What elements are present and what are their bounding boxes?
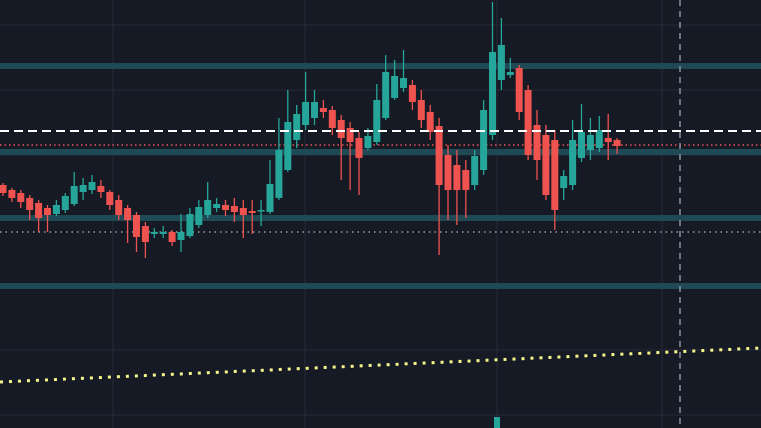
candle-body	[551, 140, 559, 210]
candle-body	[471, 156, 479, 185]
candle-body	[408, 85, 416, 102]
candle-body	[8, 190, 16, 198]
candle-body	[302, 102, 310, 125]
candle-body	[613, 140, 621, 146]
candle-body	[417, 100, 425, 120]
candle-body	[435, 126, 443, 185]
candle-body	[257, 210, 265, 212]
candle-body	[497, 45, 505, 80]
candle-body	[266, 184, 274, 212]
candle-body	[26, 198, 34, 210]
candle-body	[70, 186, 78, 204]
candle-body	[578, 132, 585, 158]
candle-body	[533, 125, 541, 160]
candle-body	[106, 192, 114, 205]
candle-body	[364, 136, 372, 148]
candle-body	[293, 114, 301, 140]
candle-body	[186, 214, 194, 236]
candle-body	[52, 205, 60, 214]
candle-body	[337, 120, 345, 138]
candle-body	[133, 215, 140, 237]
candle-body	[506, 72, 514, 75]
candle-body	[382, 72, 390, 118]
candle-body	[373, 100, 381, 142]
candle-body	[595, 130, 603, 148]
candle-body	[230, 206, 238, 212]
candle-body	[542, 135, 550, 195]
candle-body	[346, 128, 354, 142]
candle-body	[569, 140, 577, 185]
candle-body	[79, 185, 87, 192]
candle-body	[328, 110, 336, 128]
candle-body	[222, 205, 229, 210]
trendline	[0, 346, 761, 384]
candle-body	[275, 150, 283, 198]
candle-body	[115, 200, 123, 215]
candle-body	[524, 90, 532, 155]
candle-body	[319, 108, 327, 112]
candle-body	[97, 186, 105, 192]
candle-body	[489, 52, 496, 135]
candle-body	[239, 208, 247, 215]
candle-body	[586, 135, 594, 150]
candle-body	[61, 196, 69, 210]
candle-body	[17, 193, 25, 202]
candle-body	[453, 165, 461, 190]
candle-body	[168, 232, 176, 242]
candle-body	[400, 78, 407, 88]
candle-body	[248, 211, 256, 213]
candle-body	[124, 208, 132, 220]
candle-body	[150, 232, 158, 234]
time-marker	[494, 417, 500, 428]
candle-body	[604, 138, 612, 142]
candle-body	[204, 200, 212, 215]
candle-body	[141, 226, 149, 242]
candle-body	[444, 155, 452, 190]
candle-body	[515, 68, 523, 112]
candle-body	[177, 232, 185, 240]
candle-body	[213, 204, 221, 208]
candle-body	[195, 207, 203, 225]
candle-body	[560, 176, 568, 188]
candle-body	[88, 182, 96, 190]
candle-body	[426, 112, 434, 132]
candle-body	[35, 203, 43, 218]
candle-body	[284, 122, 292, 170]
candle-body	[480, 110, 488, 170]
candle-body	[355, 138, 363, 158]
candle-body	[462, 170, 470, 190]
candle-body	[0, 185, 7, 193]
candle-body	[44, 208, 51, 215]
candle-body	[311, 102, 318, 118]
candle-body	[391, 76, 399, 98]
vertical-grid	[112, 0, 663, 428]
candle-body	[159, 232, 167, 234]
